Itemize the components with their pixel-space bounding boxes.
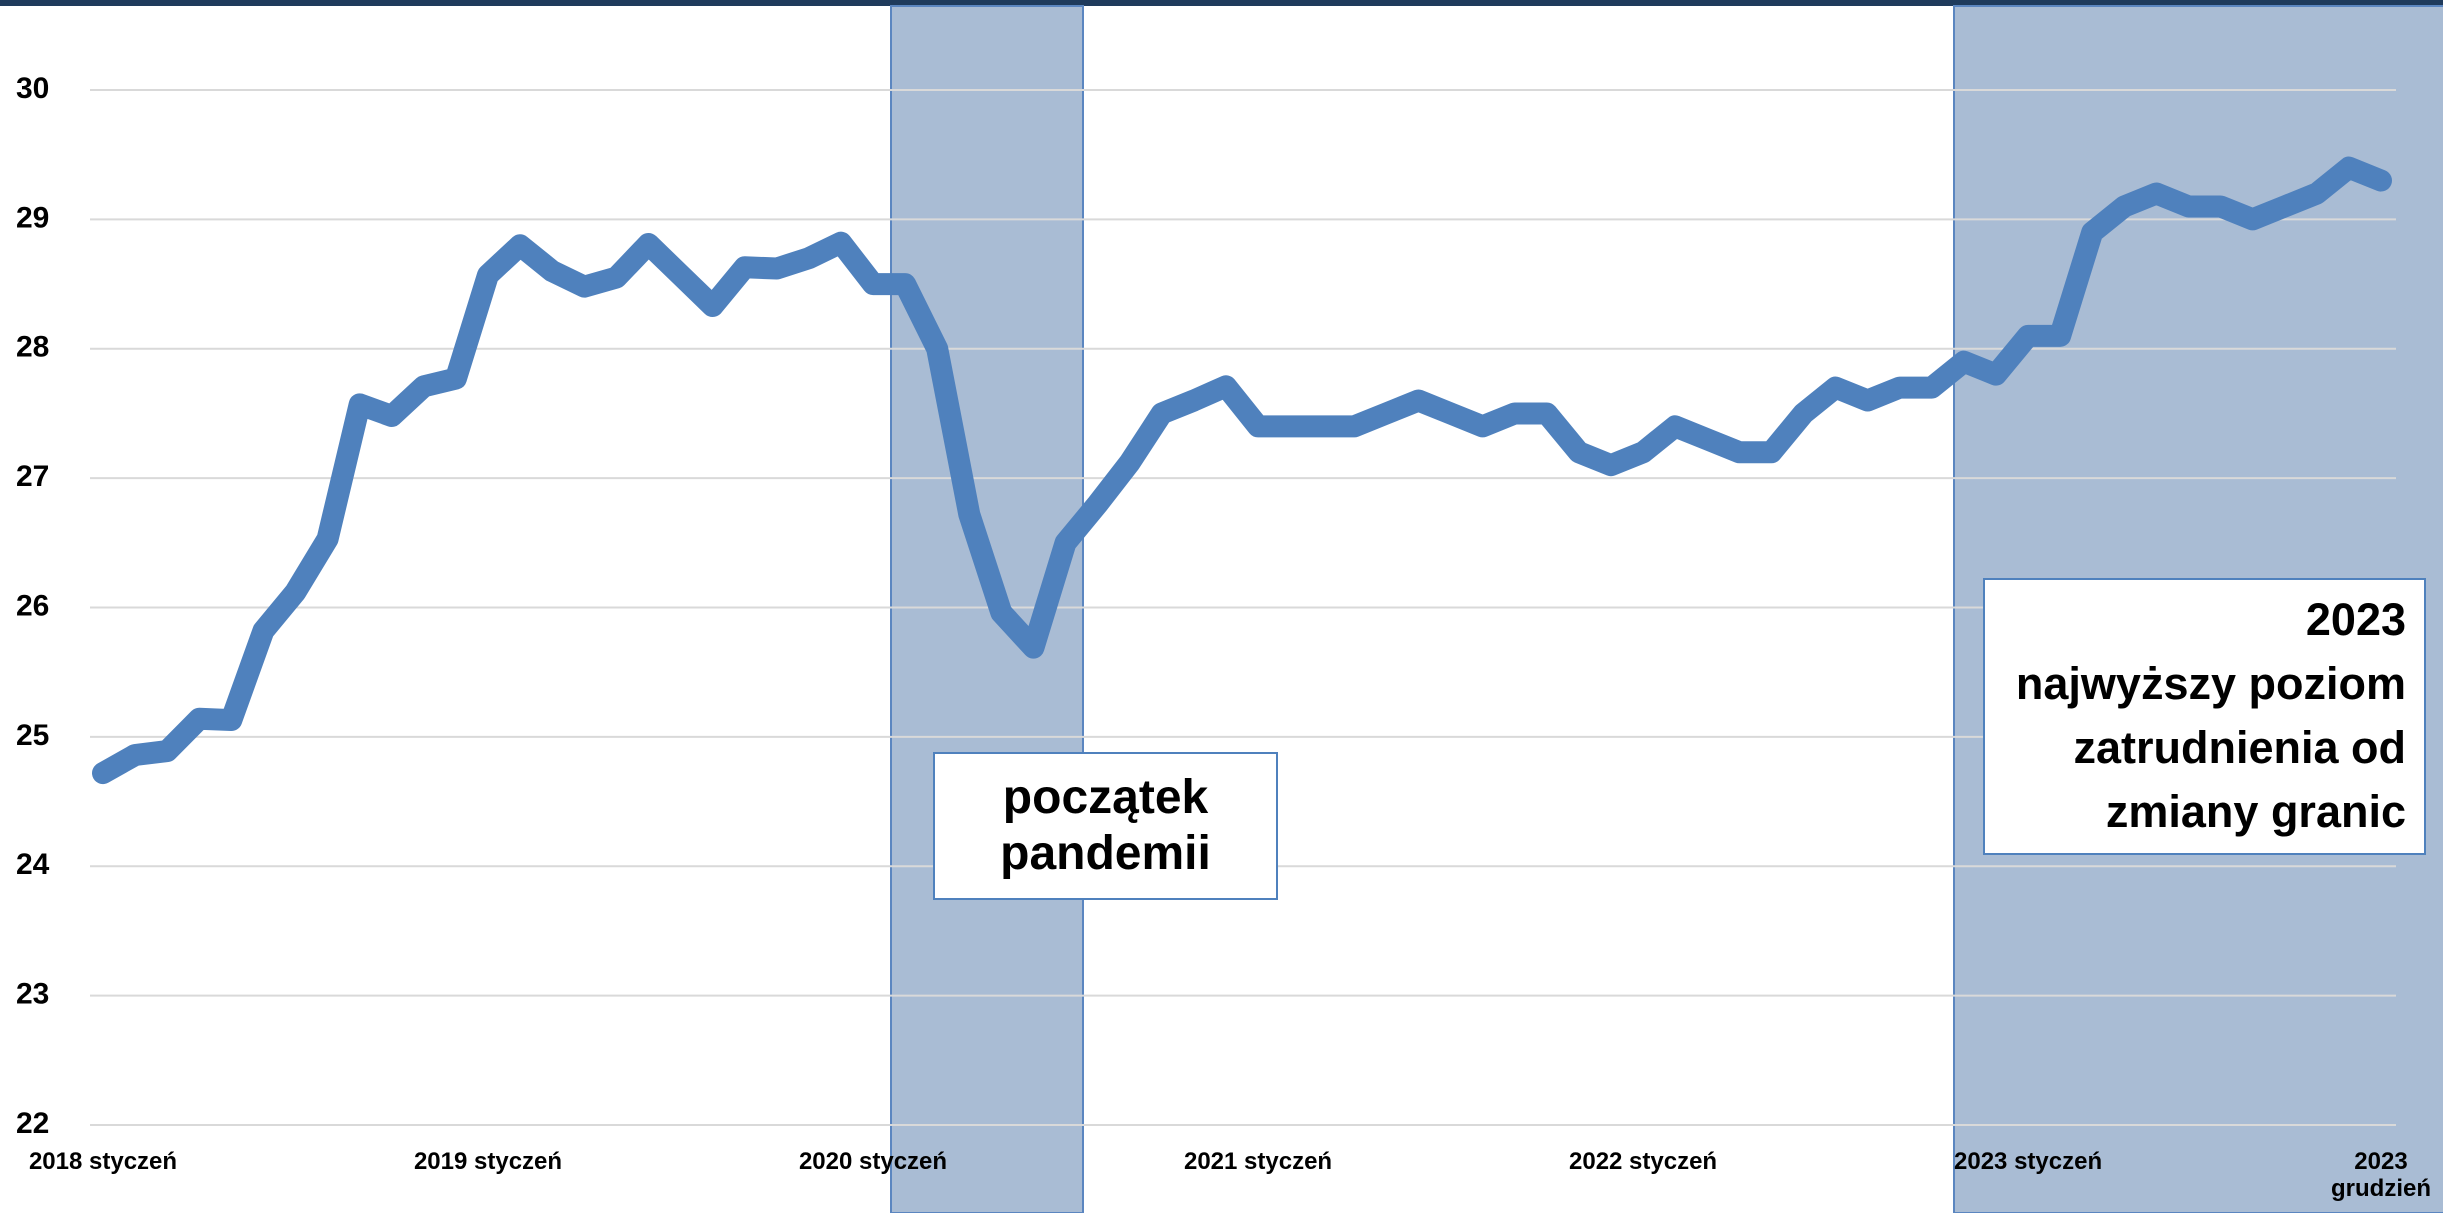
x-tick-label: 2019 styczeń [413, 1148, 563, 1175]
x-tick-label: 2023 grudzień [2331, 1148, 2431, 1202]
x-tick-label: 2018 styczeń [28, 1148, 178, 1175]
y-tick-label: 27 [16, 460, 49, 493]
annotation: 2023 najwyższy poziom zatrudnienia od zm… [1983, 578, 2426, 855]
y-tick-label: 25 [16, 719, 49, 752]
y-tick-label: 30 [16, 72, 49, 105]
x-tick-label: 2023 styczeń [1954, 1148, 2103, 1175]
data-line [92, 156, 2392, 785]
x-tick-label: 2021 styczeń [1183, 1148, 1333, 1175]
y-tick-label: 29 [16, 201, 49, 234]
top-bar [0, 0, 2443, 6]
y-tick-label: 26 [16, 589, 49, 622]
y-tick-label: 24 [16, 848, 50, 881]
x-tick-label: 2022 styczeń [1568, 1148, 1718, 1175]
x-tick-label: 2020 styczeń [798, 1148, 948, 1175]
y-tick-label: 23 [16, 978, 49, 1011]
y-tick-label: 28 [16, 331, 49, 364]
annotation: początek pandemii [933, 752, 1278, 900]
y-tick-label: 22 [16, 1107, 49, 1140]
